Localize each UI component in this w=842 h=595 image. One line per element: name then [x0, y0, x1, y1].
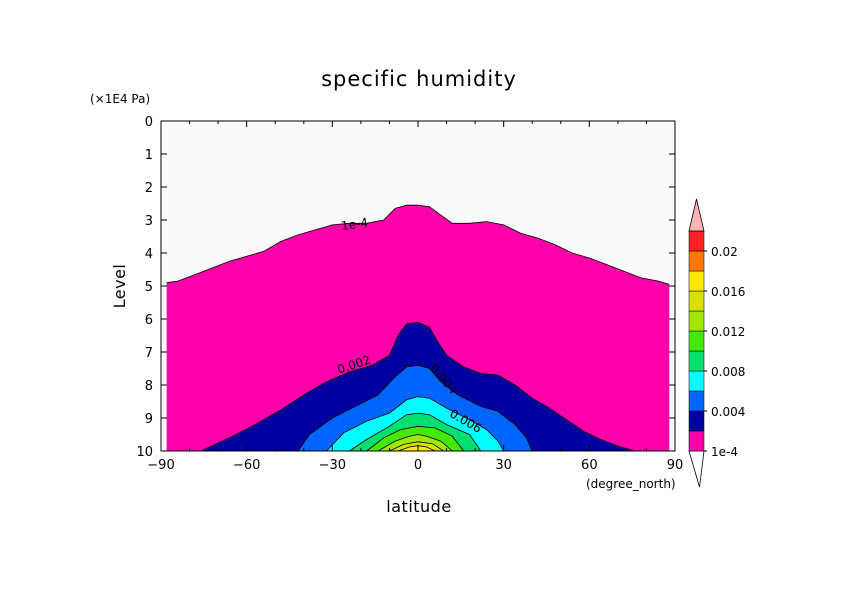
- chart-title: specific humidity: [321, 67, 517, 91]
- y-tick-label-2: 2: [145, 181, 153, 196]
- contour-line-1: [200, 321, 636, 452]
- colorbar-band-1: [688, 410, 705, 432]
- contour-line-2: [297, 364, 533, 452]
- colorbar-band-8: [688, 270, 705, 292]
- colorbar-band-6: [688, 310, 705, 332]
- x-tick-label-2: −30: [319, 458, 346, 473]
- contour-line-7: [389, 441, 444, 452]
- x-axis-units: (degree_north): [586, 477, 676, 491]
- colorbar-label-1: 0.004: [711, 405, 745, 419]
- colorbar: 1e-4 0.004 0.008 0.012 0.016 0.02: [688, 198, 745, 488]
- colorbar-band-9: [688, 250, 705, 272]
- colorbar-extend-low: [688, 450, 705, 488]
- x-tick-label-6: 90: [667, 458, 684, 473]
- colorbar-label-4: 0.016: [711, 285, 745, 299]
- x-tick-label-0: −90: [147, 458, 174, 473]
- colorbar-extend-high: [688, 198, 705, 232]
- contour-label-0: 1e-4: [340, 215, 369, 233]
- y-tick-label-0: 0: [145, 115, 153, 130]
- x-tick-label-5: 60: [581, 458, 598, 473]
- contour-line-6: [377, 434, 453, 452]
- y-tick-label-7: 7: [145, 346, 153, 361]
- x-tick-label-1: −60: [233, 458, 260, 473]
- colorbar-band-5: [688, 330, 705, 352]
- y-tick-label-6: 6: [145, 313, 153, 328]
- y-tick-label-5: 5: [145, 280, 153, 295]
- y-tick-label-10: 10: [136, 445, 153, 460]
- y-tick-label-1: 1: [145, 148, 153, 163]
- contour-line-3: [326, 396, 505, 452]
- x-tick-label-4: 30: [495, 458, 512, 473]
- colorbar-label-5: 0.02: [711, 245, 738, 259]
- x-tick-label-3: 0: [414, 458, 422, 473]
- y-axis-units: (×1E4 Pa): [90, 92, 150, 106]
- y-tick-label-8: 8: [145, 379, 153, 394]
- y-axis-label: Level: [110, 264, 129, 309]
- colorbar-band-10: [688, 230, 705, 252]
- colorbar-label-3: 0.012: [711, 325, 745, 339]
- colorbar-label-0: 1e-4: [711, 445, 738, 459]
- y-tick-label-9: 9: [145, 412, 153, 427]
- axes: −90 −60 −30 0 30 60 90 0 1 2 3 4 5 6 7 8 9 10: [136, 115, 683, 473]
- colorbar-label-2: 0.008: [711, 365, 745, 379]
- colorbar-band-2: [688, 390, 705, 412]
- contour-line-0: [166, 204, 670, 285]
- y-tick-label-3: 3: [145, 214, 153, 229]
- colorbar-band-0: [688, 430, 705, 452]
- contour-line-4: [349, 412, 482, 452]
- colorbar-band-3: [688, 370, 705, 392]
- colorbar-band-4: [688, 350, 705, 372]
- y-tick-label-4: 4: [145, 247, 153, 262]
- contour-line-5: [366, 425, 465, 452]
- colorbar-band-7: [688, 290, 705, 312]
- x-axis-label: latitude: [386, 497, 451, 516]
